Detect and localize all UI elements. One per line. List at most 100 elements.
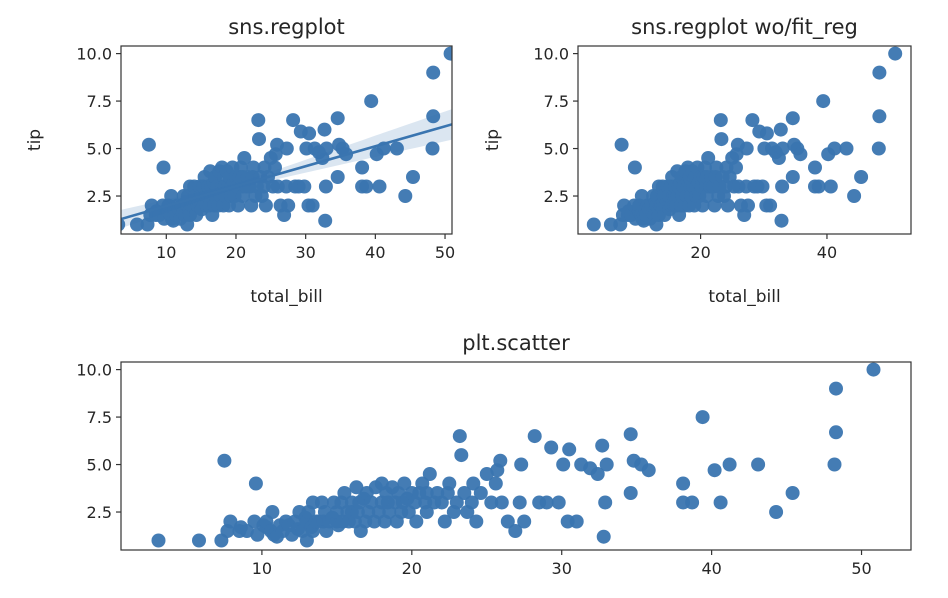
data-point xyxy=(544,440,559,455)
data-point xyxy=(599,457,614,472)
subplot-regplot-no-fit: 20 40 2.5 5.0 7.5 10.0 sns.regplot wo/fit_reg… xyxy=(483,15,912,307)
data-point xyxy=(442,476,457,491)
data-point xyxy=(713,495,728,510)
data-point xyxy=(517,514,532,529)
x-tick-label: 20 xyxy=(402,559,422,578)
data-point xyxy=(854,170,869,184)
data-point xyxy=(569,514,584,529)
subplot-plt-scatter: 10 20 30 40 50 2.5 5.0 7.5 10.0 plt.scatter xyxy=(76,331,912,578)
y-tick-label: 5.0 xyxy=(544,140,569,159)
y-tick-label: 10.0 xyxy=(76,45,112,64)
data-point xyxy=(426,109,441,124)
data-point xyxy=(641,463,656,478)
y-tick-label: 7.5 xyxy=(544,92,569,111)
data-point xyxy=(252,132,266,147)
data-point xyxy=(251,113,266,128)
data-point xyxy=(317,122,332,137)
data-point xyxy=(598,495,613,510)
data-point xyxy=(422,467,437,481)
data-point xyxy=(473,486,488,500)
data-point xyxy=(318,179,333,194)
data-point xyxy=(866,362,881,377)
ticks-layer: 10 20 30 40 50 2.5 5.0 7.5 10.0 xyxy=(76,361,871,578)
data-point xyxy=(827,141,842,156)
data-point xyxy=(551,495,566,510)
x-tick-label: 20 xyxy=(226,243,246,262)
data-point xyxy=(514,457,529,472)
data-point xyxy=(452,429,467,444)
x-tick-label: 20 xyxy=(690,243,710,262)
data-point xyxy=(265,505,280,519)
data-point xyxy=(755,179,770,194)
points-layer xyxy=(151,362,881,548)
data-point xyxy=(745,113,760,128)
ticks-layer: 10 20 30 40 50 2.5 5.0 7.5 10.0 xyxy=(76,45,455,262)
y-tick-label: 7.5 xyxy=(87,92,112,111)
data-point xyxy=(349,480,364,495)
data-point xyxy=(397,476,412,491)
y-tick-label: 2.5 xyxy=(87,187,112,206)
data-point xyxy=(318,213,333,228)
data-point xyxy=(623,486,638,500)
data-point xyxy=(443,46,452,61)
x-tick-label: 10 xyxy=(252,559,272,578)
data-point xyxy=(714,132,729,147)
x-axis-label: total_bill xyxy=(708,287,780,307)
data-point xyxy=(457,486,472,500)
data-point xyxy=(364,495,379,510)
data-point xyxy=(419,505,434,519)
data-point xyxy=(720,198,735,213)
data-point xyxy=(239,524,254,538)
y-axis-label: tip xyxy=(25,129,45,151)
data-point xyxy=(823,179,838,194)
ticks-layer: 20 40 2.5 5.0 7.5 10.0 xyxy=(533,45,837,262)
data-point xyxy=(627,160,642,175)
data-point xyxy=(130,217,144,232)
data-point xyxy=(389,141,404,156)
data-point xyxy=(774,213,789,228)
data-point xyxy=(527,429,542,444)
data-point xyxy=(785,111,800,126)
data-point xyxy=(464,495,479,510)
data-point xyxy=(488,476,503,491)
regression-line xyxy=(121,123,452,221)
data-point xyxy=(484,495,499,510)
data-point xyxy=(359,179,374,194)
data-point xyxy=(539,495,554,510)
data-point xyxy=(406,170,420,184)
data-point xyxy=(398,189,413,203)
data-point xyxy=(872,65,887,80)
data-point xyxy=(773,122,788,137)
data-point xyxy=(223,514,238,529)
y-tick-label: 5.0 xyxy=(87,456,112,475)
data-point xyxy=(596,529,611,544)
data-point xyxy=(739,141,754,156)
data-point xyxy=(151,533,166,548)
chart-title: plt.scatter xyxy=(462,331,570,355)
data-point xyxy=(759,126,774,141)
data-point xyxy=(512,495,527,510)
data-point xyxy=(785,170,800,184)
data-point xyxy=(614,137,629,152)
data-point xyxy=(141,137,156,152)
data-point xyxy=(763,198,778,213)
data-point xyxy=(248,476,263,491)
data-point xyxy=(685,495,700,510)
data-point xyxy=(409,514,424,529)
y-tick-label: 10.0 xyxy=(533,45,569,64)
x-axis-label: total_bill xyxy=(250,287,322,307)
x-tick-label: 50 xyxy=(851,559,871,578)
data-point xyxy=(676,476,691,491)
confidence-band xyxy=(121,109,452,229)
data-point xyxy=(707,463,722,478)
data-point xyxy=(808,160,822,175)
data-point xyxy=(847,189,862,203)
data-point xyxy=(305,198,320,213)
data-point xyxy=(595,438,610,453)
chart-title: sns.regplot wo/fit_reg xyxy=(631,15,858,40)
data-point xyxy=(590,467,605,481)
data-point xyxy=(775,141,790,156)
data-point xyxy=(872,109,887,124)
data-point xyxy=(695,410,710,425)
